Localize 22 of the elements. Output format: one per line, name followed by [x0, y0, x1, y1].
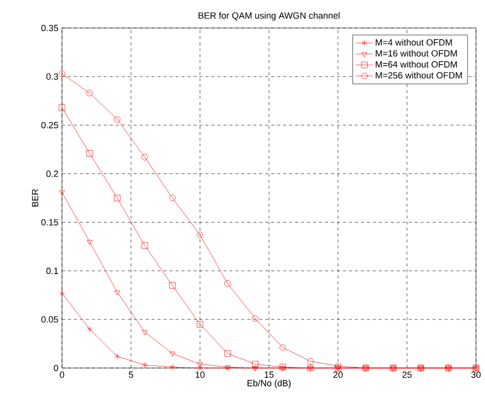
x-axis-title: Eb/No (dB) [248, 380, 291, 388]
y-tick-label: 0.15 [41, 219, 58, 226]
x-tick-label: 10 [196, 372, 205, 378]
legend-label: M=256 without OFDM [376, 72, 462, 79]
y-tick-label: 0.3 [46, 73, 58, 80]
y-tick-label: 0.1 [46, 268, 58, 274]
y-tick-label: 0.35 [41, 24, 58, 32]
y-tick-label: 0.25 [41, 122, 58, 128]
chart-title: BER for QAM using AWGN channel [198, 12, 340, 20]
legend-label: M=16 without OFDM [376, 50, 457, 57]
y-axis-title: BER [32, 189, 38, 206]
x-tick-label: 5 [128, 372, 134, 378]
y-tick-label: 0.05 [41, 316, 58, 323]
x-tick-label: 15 [264, 372, 274, 378]
y-tick-label: 0.2 [46, 170, 58, 177]
y-tick-label: 0 [54, 364, 58, 372]
x-tick-label: 0 [60, 372, 64, 378]
x-tick-label: 20 [333, 372, 343, 378]
legend-label: M=4 without OFDM [376, 38, 452, 46]
x-tick-label: 30 [471, 372, 481, 378]
legend-label: M=64 without OFDM [376, 60, 457, 68]
x-tick-label: 25 [402, 372, 412, 378]
